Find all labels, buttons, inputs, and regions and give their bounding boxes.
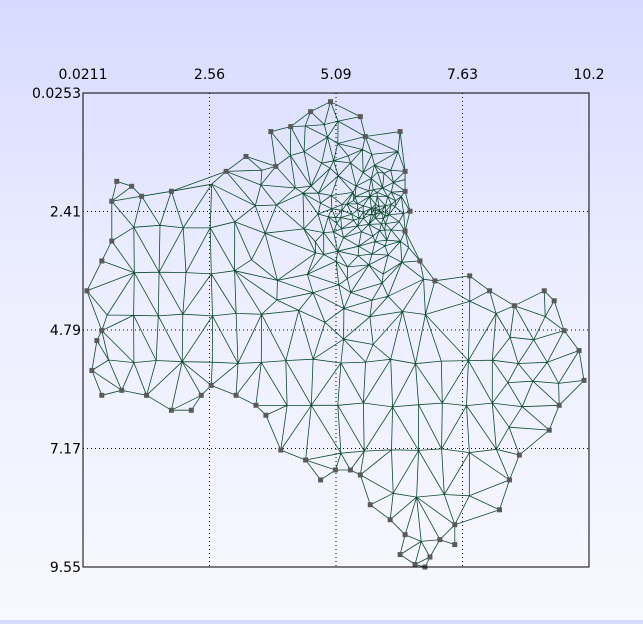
- boundary-node: [99, 392, 105, 398]
- mesh-edge-path: [86, 101, 585, 568]
- boundary-node: [497, 507, 503, 513]
- boundary-node: [551, 298, 557, 304]
- boundary-node: [362, 134, 368, 140]
- boundary-node: [99, 258, 105, 264]
- boundary-node: [452, 542, 458, 548]
- boundary-node: [581, 377, 587, 383]
- x-tick-label: 7.63: [447, 67, 478, 83]
- boundary-node: [223, 168, 229, 174]
- y-tick-label: 9.55: [50, 560, 81, 576]
- boundary-node: [332, 467, 338, 473]
- boundary-node: [506, 477, 512, 483]
- boundary-node: [119, 387, 125, 393]
- boundary-node: [129, 183, 135, 189]
- boundary-node: [397, 129, 403, 135]
- boundary-node: [198, 392, 204, 398]
- boundary-node: [308, 109, 314, 115]
- boundary-node: [208, 382, 214, 388]
- boundary-node: [402, 188, 408, 194]
- y-tick-label: 4.79: [50, 323, 81, 339]
- boundary-node: [467, 273, 473, 279]
- boundary-node: [516, 452, 522, 458]
- boundary-node: [427, 554, 433, 560]
- boundary-node: [94, 338, 100, 344]
- boundary-node: [263, 412, 269, 418]
- boundary-node: [347, 467, 353, 473]
- boundary-node: [541, 288, 547, 294]
- boundary-node: [328, 99, 334, 105]
- boundary-node: [109, 238, 115, 244]
- mesh-edges: [86, 101, 585, 568]
- x-tick-label: 5.09: [320, 67, 351, 83]
- boundary-node: [576, 348, 582, 354]
- boundary-node: [511, 303, 517, 309]
- boundary-node: [168, 188, 174, 194]
- boundary-node: [109, 198, 115, 204]
- boundary-node: [139, 193, 145, 199]
- boundary-node: [253, 402, 259, 408]
- x-tick-label: 0.0211: [59, 67, 108, 83]
- boundary-node: [243, 153, 249, 159]
- boundary-node: [432, 278, 438, 284]
- boundary-node: [546, 427, 552, 433]
- y-tick-label: 7.17: [50, 442, 81, 458]
- boundary-node: [561, 328, 567, 334]
- boundary-node: [233, 392, 239, 398]
- boundary-node: [402, 228, 408, 234]
- boundary-node: [387, 517, 393, 523]
- boundary-node: [402, 532, 408, 538]
- boundary-nodes: [84, 99, 587, 570]
- y-tick-label: 0.0253: [32, 86, 81, 102]
- boundary-node: [89, 367, 95, 373]
- boundary-node: [452, 522, 458, 528]
- boundary-node: [407, 208, 413, 214]
- boundary-node: [437, 537, 443, 543]
- boundary-node: [144, 392, 150, 398]
- boundary-node: [168, 407, 174, 413]
- boundary-node: [367, 502, 373, 508]
- y-tick-label: 2.41: [50, 205, 81, 221]
- tick-labels: 0.0211 2.56 5.09 7.63 10.2 0.0253 2.41 4.79 7.17…: [32, 67, 605, 576]
- boundary-node: [114, 178, 120, 184]
- boundary-node: [99, 328, 105, 334]
- boundary-node: [357, 472, 363, 478]
- grid-lines: [83, 93, 589, 567]
- boundary-node: [417, 258, 423, 264]
- boundary-node: [188, 407, 194, 413]
- boundary-node: [397, 552, 403, 558]
- boundary-node: [357, 114, 363, 120]
- plot-frame: [82, 92, 590, 568]
- boundary-node: [402, 168, 408, 174]
- boundary-node: [556, 402, 562, 408]
- boundary-node: [288, 124, 294, 130]
- boundary-node: [303, 457, 309, 463]
- boundary-node: [84, 288, 90, 294]
- x-tick-label: 2.56: [194, 67, 225, 83]
- boundary-node: [273, 163, 279, 169]
- boundary-node: [318, 477, 324, 483]
- boundary-node: [268, 129, 274, 135]
- boundary-node: [278, 447, 284, 453]
- boundary-node: [412, 562, 418, 568]
- boundary-node: [487, 288, 493, 294]
- x-tick-label: 10.2: [573, 67, 604, 83]
